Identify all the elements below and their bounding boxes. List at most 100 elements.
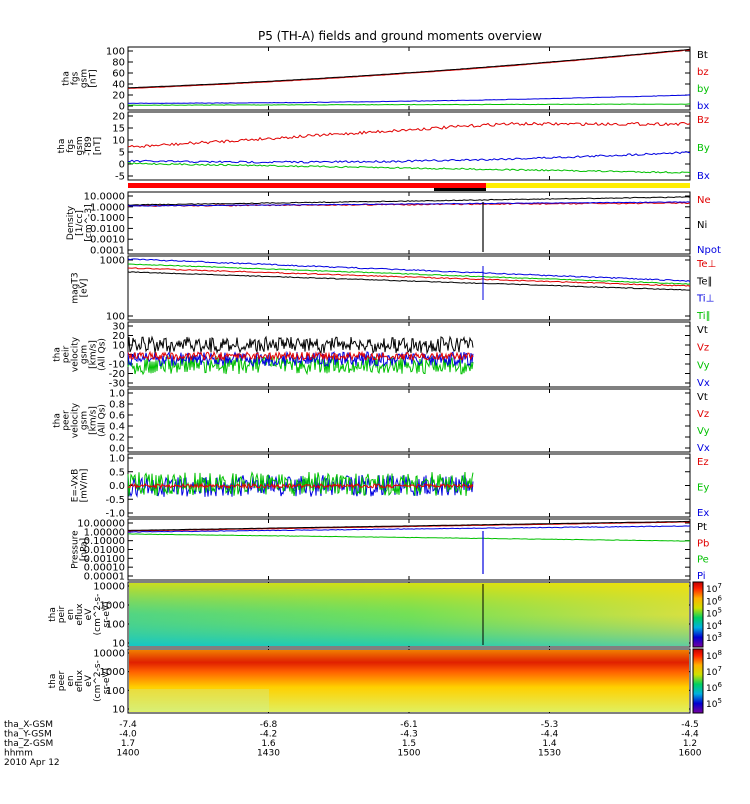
x-row-value: 1430 (257, 749, 280, 759)
y-axis-label-line: [nT] (93, 137, 103, 155)
y-axis-label-line: (All Qs) (98, 404, 108, 437)
series-by (127, 103, 691, 106)
panel-frame (127, 321, 691, 388)
series-Ni (127, 196, 691, 206)
x-row-label: hhmm (4, 749, 33, 759)
y-tick-label: 10 (112, 136, 125, 147)
legend-Ti∥: Ti∥ (696, 311, 711, 322)
colorbar-label: 106 (706, 594, 722, 607)
y-tick-label: 10000 (93, 582, 125, 593)
y-axis-label-line: [km/s] (89, 340, 99, 369)
series-Vt (127, 335, 474, 355)
y-tick-label: 10 (112, 639, 125, 650)
y-tick-label: 1.0 (109, 454, 125, 465)
legend-Vz: Vz (697, 343, 709, 354)
y-axis-label-line: peir (62, 345, 72, 363)
series-Bt (128, 48, 691, 89)
y-tick-label: 0.0 (109, 481, 125, 492)
y-axis-label-line: peer (57, 670, 67, 691)
y-tick-label: 80 (112, 58, 125, 69)
y-tick-label: -0.5 (105, 495, 125, 506)
x-row-value: 1.4 (542, 739, 557, 749)
y-tick-label: 15 (112, 124, 125, 135)
legend-Vt: Vt (697, 325, 708, 336)
legend-Te∥: Te∥ (696, 276, 713, 287)
y-tick-label: 0.0010 (90, 235, 125, 246)
y-axis-label-line: fgs (71, 71, 81, 85)
legend-Pi: Pi (697, 571, 706, 582)
colorbar-label: 107 (706, 665, 722, 678)
mode-bar-slow (128, 183, 486, 188)
series-Te-perp (127, 267, 691, 287)
y-axis-label-line: gsm (75, 136, 85, 155)
y-axis-label: tha peir velocity gsm [km/s] (All Qs) (53, 336, 108, 372)
y-axis-label-line: tha (53, 413, 63, 428)
y-tick-label: 1000 (100, 667, 125, 678)
y-axis-label-line: eV (84, 608, 94, 621)
y-tick-label: 1.00000 (84, 527, 125, 538)
y-axis-label-line: [nT] (89, 69, 99, 87)
series-Vy (127, 355, 474, 376)
y-tick-label: 0.01000 (84, 545, 125, 556)
y-axis-label-line: [1/cc] (75, 210, 85, 236)
x-row-value: 1.6 (261, 739, 276, 749)
legend-Npot: Npot (697, 245, 721, 256)
panel-frame (127, 388, 691, 453)
y-axis-label-line: (cm^2-s- (93, 660, 103, 702)
y-axis-label-line: tha (57, 139, 67, 154)
series-By (128, 150, 691, 164)
y-tick-label: 20 (112, 112, 125, 123)
y-tick-label: 0.0 (109, 444, 125, 455)
colorbar-label: 105 (706, 607, 722, 620)
legend-by: by (697, 84, 709, 95)
series-bx (127, 94, 691, 104)
y-tick-label: 10 (112, 705, 125, 716)
y-axis-label-line: peer (62, 410, 72, 431)
y-tick-label: 5 (119, 148, 125, 159)
series-bz (127, 49, 691, 89)
panel-frame (127, 46, 691, 111)
series-Pi (127, 525, 691, 533)
y-tick-label: 100 (106, 620, 125, 631)
legend-Bt: Bt (697, 50, 708, 61)
y-tick-label: 100 (106, 47, 125, 58)
y-tick-label: 0 (119, 102, 125, 113)
colorbar-label: 103 (706, 631, 722, 644)
series-Ti-perp (127, 258, 691, 283)
x-row-value: -4.4 (541, 730, 559, 740)
x-row-label: tha_Z-GSM (4, 739, 53, 749)
y-tick-label: -5 (115, 172, 125, 183)
y-tick-label: 0.4 (109, 422, 125, 433)
legend-Vx: Vx (697, 378, 710, 389)
y-axis-label-line: Density (66, 205, 76, 240)
y-axis-label: tha peer velocity gsm [km/s] (All Qs) (53, 402, 108, 438)
spectrogram-overlay (129, 583, 689, 646)
y-axis-label: Density [1/cc] [cm^-3] (66, 204, 94, 241)
y-axis-label-line: tha (62, 71, 72, 86)
y-tick-label: 0.1000 (90, 213, 125, 224)
y-tick-label: 20 (112, 331, 125, 342)
y-axis-label-line: en (66, 609, 76, 620)
panel-density: 10.00001.00000.10000.01000.00100.0001 Den… (66, 191, 721, 257)
legend-Pb: Pb (697, 538, 709, 549)
y-axis-label-line: Pressure (71, 530, 81, 569)
y-axis-label-line: [cm^-3] (84, 204, 94, 241)
y-axis-label-line: velocity (71, 336, 81, 372)
series-Ez (127, 482, 474, 490)
x-row-label: tha_X-GSM (4, 720, 53, 730)
y-axis-label: tha fgs gsm -T89 [nT] (57, 136, 103, 156)
y-axis-label-line: [mV/m] (80, 469, 90, 503)
series-Npot (127, 201, 691, 207)
x-row-value: -6.8 (260, 720, 278, 730)
y-tick-label: 100 (106, 312, 125, 323)
y-tick-label: 0 (119, 160, 125, 171)
panel-pressure: 10.000001.000000.100000.010000.001000.00… (71, 518, 709, 583)
y-axis-label: tha peir en eflux eV (cm^2-s-sr-eV) (48, 594, 112, 636)
x-row-value: -4.3 (400, 730, 418, 740)
y-tick-label: 10 (112, 341, 125, 352)
series-Vz (127, 350, 474, 362)
